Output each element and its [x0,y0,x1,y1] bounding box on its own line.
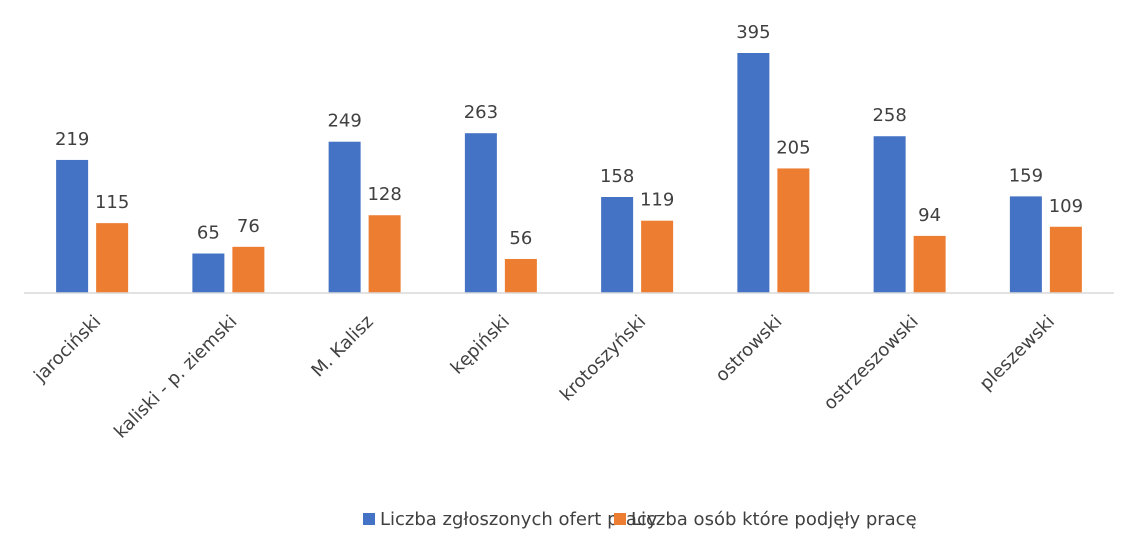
x-tick-label: kępiński [447,311,514,378]
data-label: 395 [736,22,770,43]
bar [328,141,361,293]
bar [913,235,946,293]
bar [777,168,810,293]
legend-label: Liczba zgłoszonych ofert pracy [380,509,658,530]
bar [873,136,906,293]
x-tick-label: pleszewski [976,311,1059,394]
bar [504,258,537,293]
bar [601,197,634,293]
legend-label: Liczba osób które podjęły pracę [631,509,917,530]
x-tick-label: ostrzeszowski [820,311,923,414]
x-tick-label: krotoszyński [556,311,650,405]
data-label: 76 [237,216,260,237]
legend-swatch [614,513,626,525]
x-tick-label: ostrowski [711,311,786,386]
legend-swatch [363,513,375,525]
data-label: 258 [872,105,906,126]
data-label: 263 [464,102,498,123]
data-label: 128 [367,184,401,205]
data-label: 109 [1049,196,1083,217]
data-label: 219 [55,129,89,150]
bar [96,223,129,293]
bar [641,220,674,293]
bar [192,253,225,293]
bar [464,133,497,293]
bar [56,159,89,293]
bar [737,53,770,293]
data-label: 115 [95,192,129,213]
x-tick-label: M. Kalisz [307,311,377,381]
data-label: 159 [1009,165,1043,186]
data-label: 249 [327,111,361,132]
data-label: 65 [197,223,220,244]
x-tick-label: kaliski - p. ziemski [110,311,241,442]
bar [368,215,401,293]
bar [1009,196,1042,293]
data-label: 56 [509,228,532,249]
x-tick-label: jarociński [29,311,105,387]
data-label: 158 [600,166,634,187]
data-label: 205 [776,137,810,158]
bar [1049,226,1082,293]
bar [232,246,265,293]
data-label: 94 [918,205,941,226]
data-label: 119 [640,190,674,211]
